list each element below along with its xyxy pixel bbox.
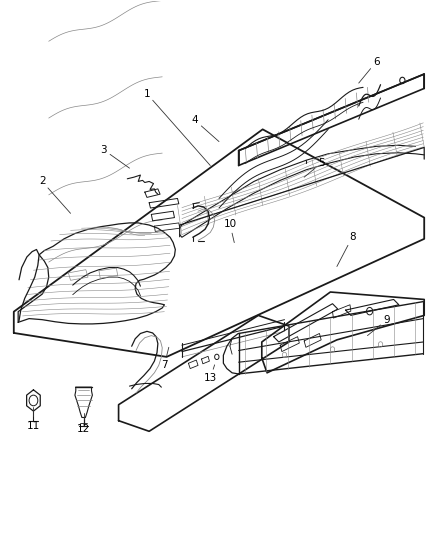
Text: 1: 1: [144, 88, 150, 99]
Text: 8: 8: [349, 232, 356, 243]
Text: 12: 12: [77, 424, 90, 434]
Text: 13: 13: [204, 373, 217, 383]
Text: 4: 4: [192, 115, 198, 125]
Text: 9: 9: [384, 314, 390, 325]
Text: 6: 6: [373, 57, 379, 67]
Text: 11: 11: [27, 421, 40, 431]
Text: 2: 2: [39, 176, 46, 187]
Text: 3: 3: [100, 144, 106, 155]
Text: 5: 5: [318, 158, 325, 168]
Text: 10: 10: [223, 219, 237, 229]
Text: 7: 7: [161, 360, 168, 370]
